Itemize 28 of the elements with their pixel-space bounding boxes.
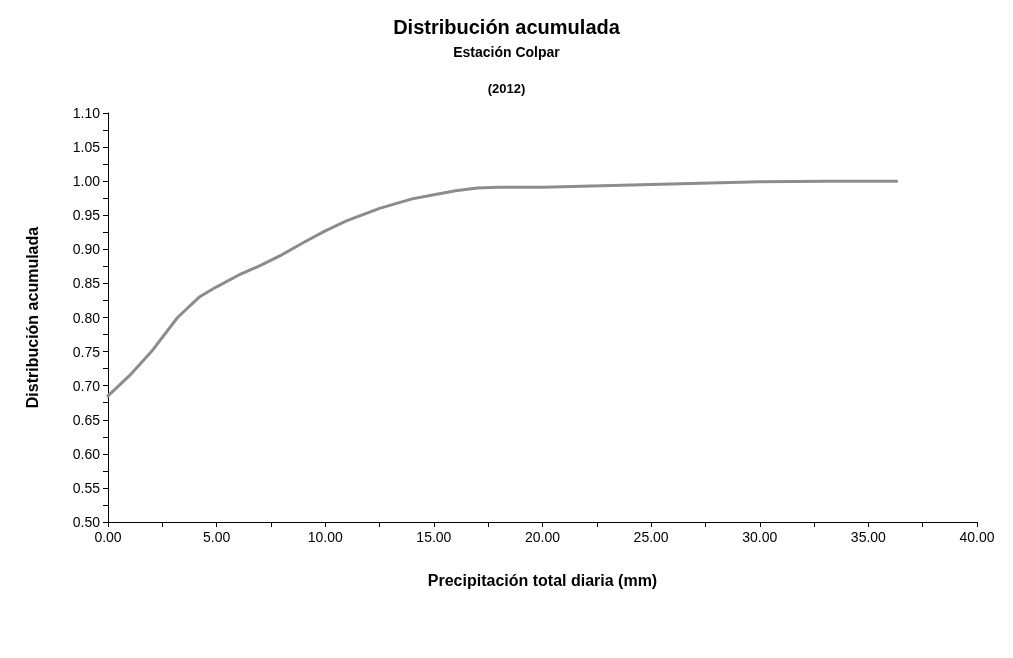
line-series [106, 179, 899, 398]
y-tick-label: 1.05 [72, 139, 101, 156]
x-tick-label: 5.00 [203, 529, 231, 545]
x-axis-title: Precipitación total diaria (mm) [427, 571, 658, 589]
x-tick-label: 20.00 [524, 529, 561, 545]
y-tick-label: 0.55 [72, 479, 101, 496]
y-tick-label: 0.50 [72, 514, 101, 530]
y-tick-label: 0.95 [72, 207, 101, 224]
y-tick-label: 0.80 [72, 309, 101, 326]
y-tick-label: 0.65 [72, 411, 101, 428]
x-tick-label: 0.00 [94, 529, 122, 545]
chart-subtitle: Estación Colpar [453, 44, 561, 60]
y-tick-label: 0.70 [72, 377, 101, 394]
y-tick-label: 0.75 [72, 343, 101, 360]
x-tick-label: 40.00 [959, 529, 995, 545]
x-tick-label: 10.00 [307, 529, 343, 545]
y-tick-label: 0.60 [72, 445, 101, 462]
y-tick-label: 0.90 [72, 241, 101, 258]
x-tick-label: 25.00 [633, 529, 669, 545]
y-tick-label: 1.00 [72, 173, 101, 190]
y-tick-label: 0.85 [72, 275, 101, 292]
text: (2012) [487, 81, 526, 96]
x-tick-label: 35.00 [850, 529, 887, 545]
x-tick-label: 15.00 [416, 529, 452, 545]
chart-title: Distribución acumulada [393, 16, 621, 38]
y-axis-title: Distribución acumulada [23, 226, 41, 409]
x-tick-label: 30.00 [742, 529, 778, 545]
y-tick-label: 1.10 [72, 105, 101, 121]
